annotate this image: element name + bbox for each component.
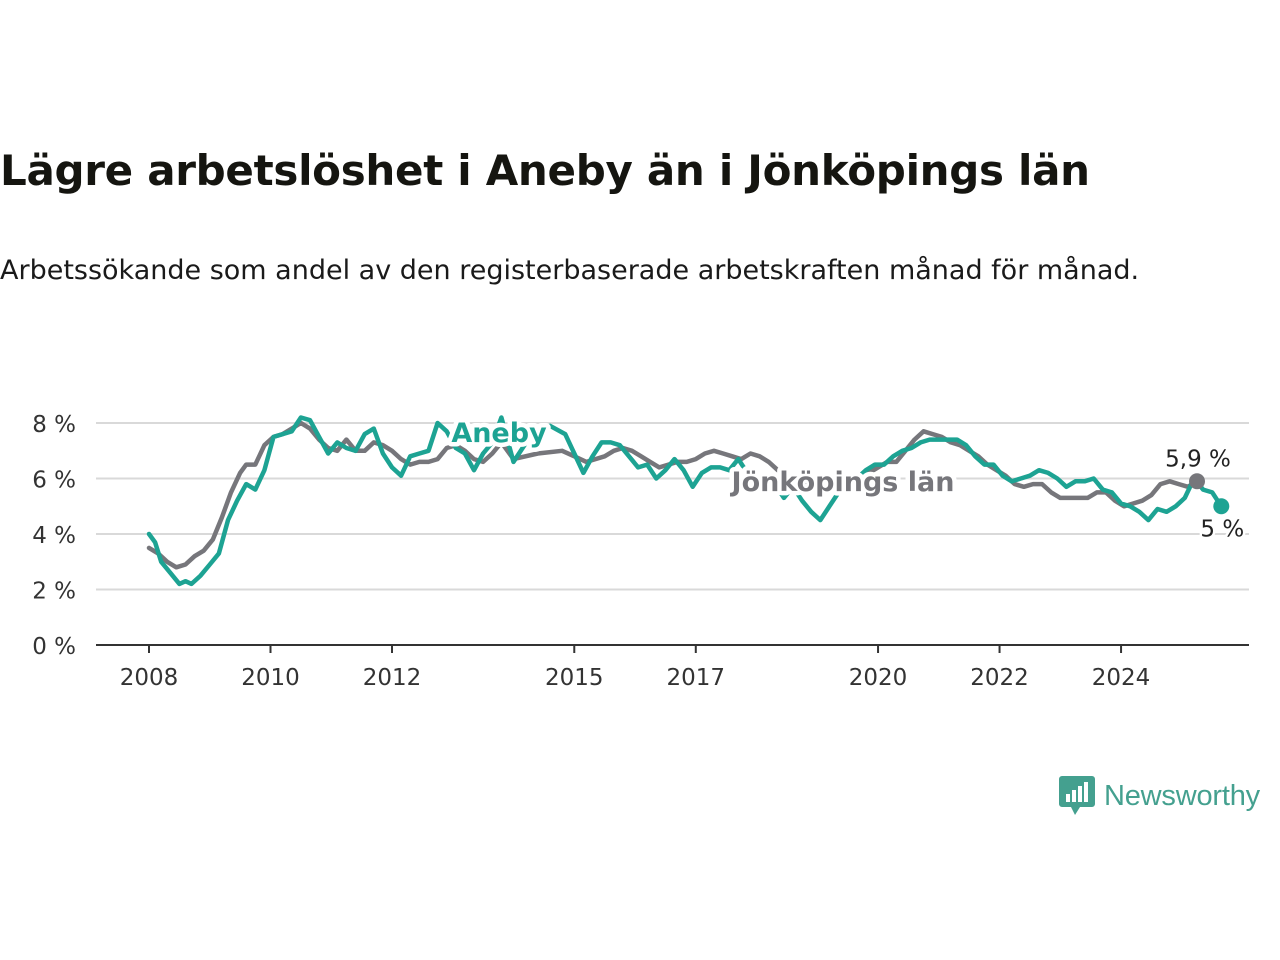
end-markers: 5,9 % 5 %: [1163, 444, 1247, 545]
newsworthy-logo: Newsworthy: [1058, 774, 1260, 818]
series-label-jonkopings-lan: Jönköpings län: [730, 467, 955, 498]
x-tick-label: 2015: [545, 665, 604, 691]
y-tick-label: 4 %: [32, 523, 76, 549]
end-point-marker: [1189, 473, 1205, 490]
series-annotations: Aneby Jönköpings län: [447, 414, 959, 503]
x-tick-label: 2012: [363, 665, 422, 691]
chart-title: Lägre arbetslöshet i Aneby än i Jönköpin…: [0, 146, 1090, 195]
end-value-label: 5,9 %: [1165, 446, 1231, 472]
x-tick-label: 2017: [667, 665, 726, 691]
y-axis-tick-labels: 0 % 2 % 4 % 6 % 8 %: [32, 412, 76, 660]
x-tick-label: 2024: [1092, 665, 1151, 691]
series-label-aneby: Aneby: [451, 418, 547, 449]
y-tick-label: 6 %: [32, 468, 76, 494]
gridlines: [96, 422, 1249, 591]
series-line-aneby: [146, 415, 1224, 587]
y-tick-label: 8 %: [32, 412, 76, 438]
x-tick-label: 2010: [241, 665, 300, 691]
x-tick-label: 2022: [970, 665, 1029, 691]
y-tick-label: 0 %: [32, 634, 76, 660]
series-lines: [146, 415, 1224, 587]
line-chart: 0 % 2 % 4 % 6 % 8 % 2008 2010 2012 2015 2017 2020…: [32, 412, 1249, 691]
end-value-label: 5 %: [1200, 516, 1244, 542]
y-tick-label: 2 %: [32, 579, 76, 605]
end-point-marker: [1213, 498, 1230, 515]
bar-chart-speech-bubble-icon: [1059, 776, 1095, 815]
series-line-jonkopings-lan: [146, 420, 1200, 570]
x-axis-ticks: 2008 2010 2012 2015 2017 2020 2022 2024: [120, 645, 1151, 691]
brand-name: Newsworthy: [1104, 779, 1260, 812]
chart-subtitle: Arbetssökande som andel av den registerb…: [0, 255, 1140, 286]
x-tick-label: 2020: [849, 665, 908, 691]
x-tick-label: 2008: [120, 665, 179, 691]
